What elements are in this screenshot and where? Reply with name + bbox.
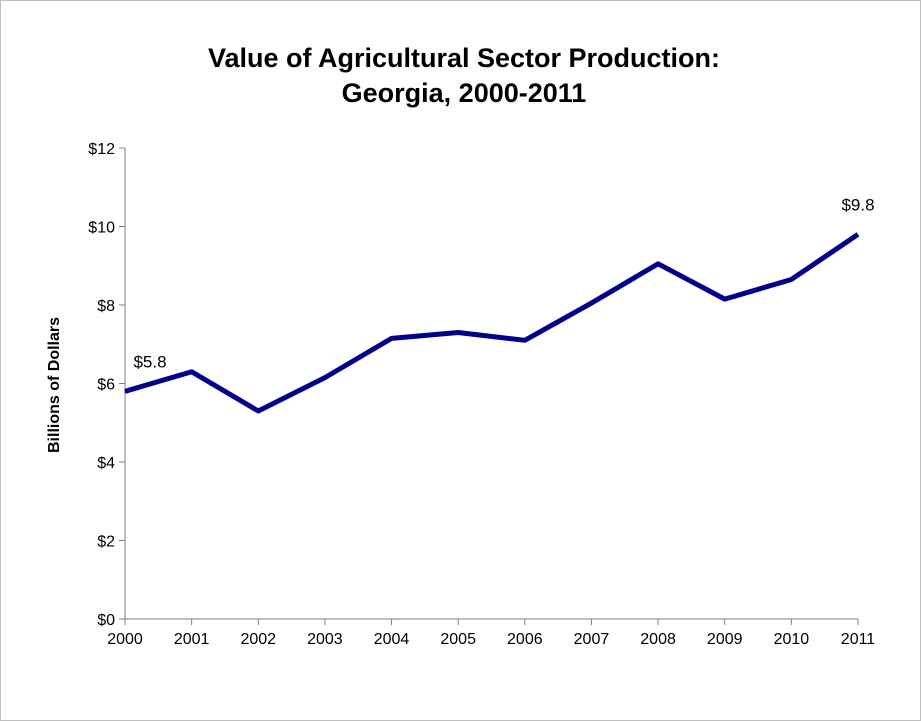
x-tick-label: 2005 — [440, 631, 476, 648]
y-tick-label: $10 — [88, 220, 115, 237]
series-line — [124, 232, 860, 414]
chart-title-line-2: Georgia, 2000-2011 — [342, 78, 587, 108]
chart-title-line-1: Value of Agricultural Sector Production: — [208, 43, 720, 73]
y-tick-label: $6 — [97, 377, 115, 394]
x-tick-label: 2006 — [507, 631, 543, 648]
y-tick-label: $12 — [88, 141, 115, 158]
x-tick-label: 2010 — [774, 631, 810, 648]
x-tick-label: 2007 — [574, 631, 610, 648]
x-tick-label: 2003 — [307, 631, 343, 648]
x-tick-label: 2008 — [640, 631, 676, 648]
x-tick-label: 2001 — [174, 631, 210, 648]
series — [124, 232, 860, 414]
data-label: $5.8 — [133, 352, 166, 371]
x-tick-label: 2009 — [707, 631, 743, 648]
data-label: $9.8 — [841, 195, 874, 214]
x-tick-label: 2004 — [374, 631, 410, 648]
axes: $0 $2 $4 $6 $8 $10 $12 2000 2001 2002 2003 2004 2005… — [88, 141, 875, 648]
y-tick-label: $0 — [97, 612, 115, 629]
x-tick-label: 2011 — [841, 631, 876, 648]
y-axis-label: Billions of Dollars — [46, 317, 63, 453]
y-tick-label: $2 — [97, 534, 115, 551]
x-tick-label: 2002 — [240, 631, 276, 648]
y-tick-label: $8 — [97, 298, 115, 315]
y-tick-label: $4 — [97, 455, 115, 472]
data-labels: $5.8 $9.8 — [133, 195, 874, 371]
x-tick-label: 2000 — [107, 631, 143, 648]
